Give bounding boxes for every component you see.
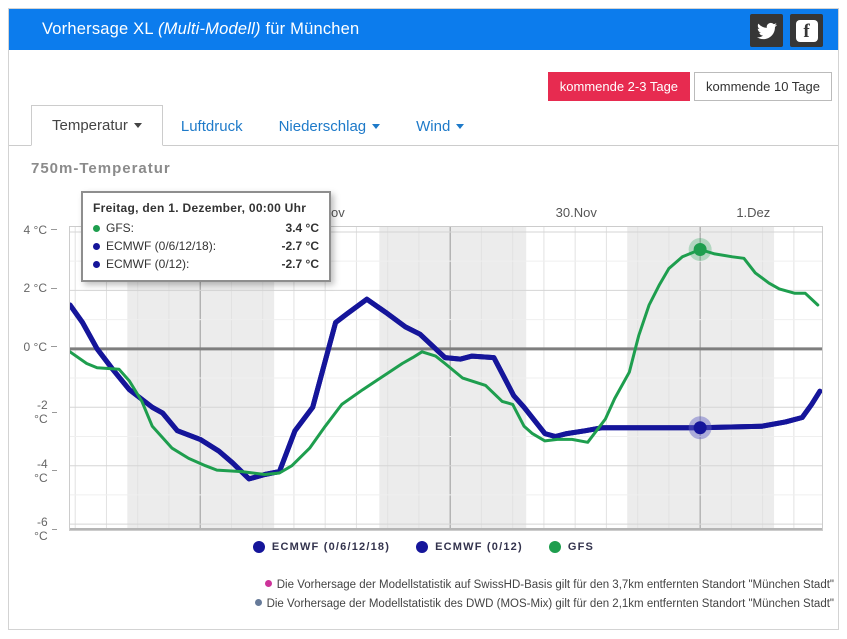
legend-label: GFS: [567, 541, 595, 553]
tooltip-label: GFS:: [106, 221, 135, 235]
x-tick-label: 1.Dez: [736, 205, 771, 220]
footnote-dwd: Die Vorhersage der Modellstatistik des D…: [134, 595, 834, 614]
ecmwf-dot-icon: [93, 260, 100, 268]
tab-niederschlag[interactable]: Niederschlag: [261, 108, 399, 145]
chart-title: 750m-Temperatur: [31, 160, 171, 177]
legend-label: ECMWF (0/12): [435, 541, 523, 553]
tooltip-value: 3.4 °C: [285, 221, 319, 235]
range-buttons: kommende 2-3 Tage kommende 10 Tage: [547, 72, 832, 101]
tooltip-label: ECMWF (0/12):: [106, 257, 190, 271]
chevron-down-icon: [133, 123, 142, 128]
tab-temperatur-label: Temperatur: [52, 117, 128, 134]
facebook-glyph: f: [795, 19, 818, 42]
tab-niederschlag-label: Niederschlag: [278, 118, 367, 135]
footnote-text: Die Vorhersage der Modellstatistik des D…: [266, 598, 834, 610]
footnote-text: Die Vorhersage der Modellstatistik auf S…: [276, 579, 834, 591]
tooltip-value: -2.7 °C: [281, 239, 319, 253]
chart-legend: ECMWF (0/6/12/18) ECMWF (0/12) GFS: [9, 541, 838, 553]
range-button-10-days[interactable]: kommende 10 Tage: [694, 72, 832, 101]
tooltip-value: -2.7 °C: [281, 257, 319, 271]
gfs-dot-icon: [93, 224, 100, 232]
legend-dot-icon: [548, 541, 561, 553]
title-prefix: Vorhersage XL: [42, 20, 154, 38]
legend-item-gfs[interactable]: GFS: [548, 541, 595, 553]
legend-dot-icon: [252, 541, 265, 553]
footnotes: Die Vorhersage der Modellstatistik auf S…: [134, 576, 834, 614]
y-tick-label: 4 °C: [23, 223, 57, 237]
ecmwf-dot-icon: [93, 242, 100, 250]
y-tick-label: -4 °C: [23, 457, 57, 485]
tab-bar: Temperatur Luftdruck Niederschlag Wind: [9, 105, 838, 146]
series-ECMWF (0/12): [67, 296, 823, 482]
tooltip-row: GFS: 3.4 °C: [93, 221, 319, 235]
tab-luftdruck[interactable]: Luftdruck: [163, 108, 261, 145]
tab-wind-label: Wind: [416, 118, 451, 135]
y-tick-label: 2 °C: [23, 281, 57, 295]
y-tick-label: 0 °C: [23, 340, 57, 354]
steel-dot-icon: [254, 599, 262, 606]
hover-markers: [688, 237, 712, 440]
hover-tooltip: Freitag, den 1. Dezember, 00:00 Uhr GFS:…: [81, 191, 331, 282]
page-title: Vorhersage XL (Multi-Modell) für München: [42, 20, 359, 39]
tab-wind[interactable]: Wind: [398, 108, 482, 145]
forecast-card: Vorhersage XL (Multi-Modell) für München…: [8, 8, 839, 630]
tab-temperatur[interactable]: Temperatur: [31, 105, 163, 146]
tab-luftdruck-label: Luftdruck: [180, 118, 243, 135]
tooltip-row: ECMWF (0/12): -2.7 °C: [93, 257, 319, 271]
marker-dot: [693, 242, 707, 256]
social-icons: f: [750, 14, 823, 47]
facebook-icon[interactable]: f: [790, 14, 823, 47]
tooltip-title: Freitag, den 1. Dezember, 00:00 Uhr: [93, 201, 307, 215]
marker-dot: [693, 421, 707, 435]
chevron-down-icon: [372, 124, 381, 129]
footnote-swisshd: Die Vorhersage der Modellstatistik auf S…: [134, 576, 834, 595]
legend-dot-icon: [416, 541, 429, 553]
title-suffix: für München: [265, 20, 360, 38]
pink-dot-icon: [264, 580, 272, 587]
header-bar: Vorhersage XL (Multi-Modell) für München…: [9, 9, 838, 50]
legend-label: ECMWF (0/6/12/18): [271, 541, 391, 553]
y-tick-label: -6 °C: [23, 515, 57, 543]
x-tick-label: 30.Nov: [555, 205, 597, 220]
title-italic: (Multi-Modell): [157, 20, 261, 38]
twitter-icon[interactable]: [750, 14, 783, 47]
y-tick-label: -2 °C: [23, 398, 57, 426]
tooltip-label: ECMWF (0/6/12/18):: [106, 239, 217, 253]
legend-item-ecmwf-012[interactable]: ECMWF (0/12): [416, 541, 523, 553]
chevron-down-icon: [456, 124, 465, 129]
tooltip-row: ECMWF (0/6/12/18): -2.7 °C: [93, 239, 319, 253]
horizontal-gridlines: [70, 231, 822, 525]
range-button-2-3-days[interactable]: kommende 2-3 Tage: [547, 72, 691, 101]
legend-item-ecmwf-main[interactable]: ECMWF (0/6/12/18): [252, 541, 391, 553]
